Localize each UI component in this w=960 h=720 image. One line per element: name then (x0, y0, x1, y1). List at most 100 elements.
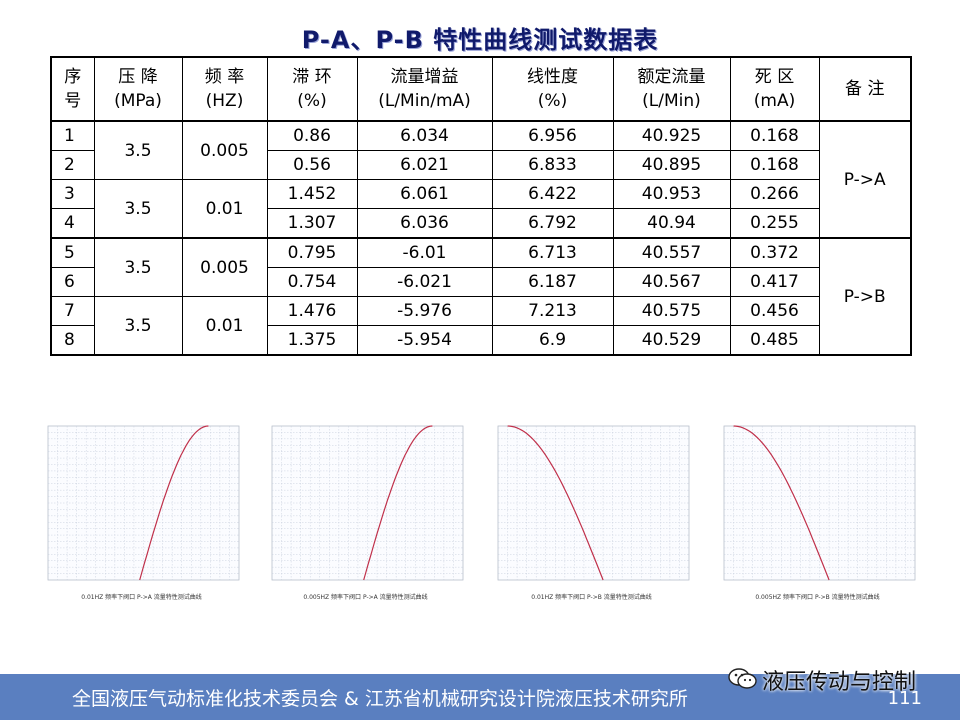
cell-pressure: 3.5 (93, 296, 183, 356)
cell-seq: 7 (50, 296, 95, 326)
chart-2-caption: 0.005HZ 频率下阀口 P->A 流量特性测试曲线 (303, 594, 428, 601)
cell-frequency: 0.01 (181, 179, 268, 239)
header-rated-flow: 额定流量 (L/Min) (612, 56, 731, 122)
table-row: 8 1.375 -5.954 6.9 40.529 0.485 (50, 325, 911, 356)
cell-linearity: 6.956 (491, 120, 614, 151)
wechat-icon (728, 668, 757, 689)
cell-seq: 4 (50, 208, 95, 239)
table-row: 1 3.5 0.005 0.86 6.034 6.956 40.925 0.16… (50, 120, 912, 239)
header-seq: 序号 (50, 56, 95, 122)
table-row: 6 0.754 -6.021 6.187 40.567 0.417 (50, 267, 911, 297)
cell-seq: 2 (50, 150, 95, 180)
curve-charts: 0.01HZ 频率下阀口 P->A 流量特性测试曲线 0.005HZ 频率下阀口… (0, 418, 960, 608)
cell-linearity: 6.422 (491, 179, 614, 209)
cell-dead-zone: 0.255 (729, 208, 820, 239)
curve-line (507, 425, 604, 581)
cell-frequency: 0.005 (181, 120, 268, 180)
chart-4: 0.005HZ 频率下阀口 P->B 流量特性测试曲线 (710, 418, 925, 608)
cell-dead-zone: 0.417 (729, 267, 820, 297)
cell-rated-flow: 40.94 (612, 208, 731, 239)
test-data-table: 序号 压 降 (MPa) 频 率 (HZ) 滞 环 (%) 流量增益 (L/Min/mA… (50, 56, 912, 356)
cell-rated-flow: 40.953 (612, 179, 731, 209)
cell-linearity: 6.713 (491, 237, 614, 268)
cell-seq: 6 (50, 267, 95, 297)
cell-linearity: 6.187 (491, 267, 614, 297)
cell-linearity: 6.833 (491, 150, 614, 180)
cell-dead-zone: 0.456 (729, 296, 820, 326)
footer-bar: 全国液压气动标准化技术委员会 & 江苏省机械研究设计院液压技术研究所 111 (0, 674, 960, 720)
header-dead-zone: 死 区 (mA) (729, 56, 820, 122)
header-remarks: 备 注 (818, 56, 912, 122)
cell-dead-zone: 0.168 (729, 120, 820, 151)
cell-seq: 3 (50, 179, 95, 209)
cell-dead-zone: 0.372 (729, 237, 820, 268)
cell-linearity: 6.792 (491, 208, 614, 239)
cell-pressure: 3.5 (93, 237, 183, 297)
page-number: 111 (887, 688, 922, 709)
cell-hysteresis: 1.375 (266, 325, 358, 356)
cell-hysteresis: 0.754 (266, 267, 358, 297)
cell-gain: -6.01 (356, 237, 493, 268)
chart-4-caption: 0.005HZ 频率下阀口 P->B 流量特性测试曲线 (755, 594, 880, 601)
cell-pressure: 3.5 (93, 179, 183, 239)
chart-3: 0.01HZ 频率下阀口 P->B 流量特性测试曲线 (484, 418, 699, 608)
cell-rated-flow: 40.557 (612, 237, 731, 268)
chart-4-plot (723, 425, 916, 581)
cell-gain: 6.036 (356, 208, 493, 239)
table-row: 3 3.5 0.01 1.452 6.061 6.422 40.953 0.26… (50, 179, 911, 239)
cell-gain: -5.976 (356, 296, 493, 326)
table-row: 4 1.307 6.036 6.792 40.94 0.255 (50, 208, 911, 239)
table-row: 5 3.5 0.005 0.795 -6.01 6.713 40.557 0.3… (50, 237, 912, 356)
cell-frequency: 0.005 (181, 237, 268, 297)
header-pressure: 压 降 (MPa) (93, 56, 183, 122)
cell-linearity: 7.213 (491, 296, 614, 326)
chart-1-plot (47, 425, 240, 581)
cell-gain: -6.021 (356, 267, 493, 297)
table-row: 2 0.56 6.021 6.833 40.895 0.168 (50, 150, 911, 180)
chart-2-plot (271, 425, 464, 581)
chart-3-plot (497, 425, 690, 581)
cell-rated-flow: 40.575 (612, 296, 731, 326)
cell-seq: 5 (50, 237, 95, 268)
footer-organization: 全国液压气动标准化技术委员会 & 江苏省机械研究设计院液压技术研究所 (72, 688, 688, 710)
cell-gain: -5.954 (356, 325, 493, 356)
header-linearity: 线性度 (%) (491, 56, 614, 122)
curve-line (733, 425, 830, 581)
chart-1-caption: 0.01HZ 频率下阀口 P->A 流量特性测试曲线 (81, 594, 202, 601)
cell-hysteresis: 0.56 (266, 150, 358, 180)
chart-1: 0.01HZ 频率下阀口 P->A 流量特性测试曲线 (34, 418, 249, 608)
cell-dead-zone: 0.168 (729, 150, 820, 180)
watermark-text: 液压传动与控制 (762, 670, 917, 695)
cell-hysteresis: 0.86 (266, 120, 358, 151)
cell-dead-zone: 0.266 (729, 179, 820, 209)
curve-line (363, 425, 433, 581)
header-flow-gain: 流量增益 (L/Min/mA) (356, 56, 493, 122)
cell-gain: 6.061 (356, 179, 493, 209)
cell-dead-zone: 0.485 (729, 325, 820, 356)
header-hysteresis: 滞 环 (%) (266, 56, 358, 122)
cell-hysteresis: 1.452 (266, 179, 358, 209)
cell-linearity: 6.9 (491, 325, 614, 356)
cell-gain: 6.034 (356, 120, 493, 151)
cell-gain: 6.021 (356, 150, 493, 180)
cell-rated-flow: 40.529 (612, 325, 731, 356)
cell-rated-flow: 40.925 (612, 120, 731, 151)
cell-pressure: 3.5 (93, 120, 183, 180)
chart-2: 0.005HZ 频率下阀口 P->A 流量特性测试曲线 (258, 418, 473, 608)
table-header-row: 序号 压 降 (MPa) 频 率 (HZ) 滞 环 (%) 流量增益 (L/Min/mA… (50, 56, 912, 122)
cell-rated-flow: 40.895 (612, 150, 731, 180)
page-title: P-A、P-B 特性曲线测试数据表 (301, 26, 659, 54)
cell-rated-flow: 40.567 (612, 267, 731, 297)
cell-remark: P->B (818, 237, 912, 356)
cell-seq: 1 (50, 120, 95, 151)
cell-hysteresis: 0.795 (266, 237, 358, 268)
cell-hysteresis: 1.476 (266, 296, 358, 326)
chart-3-caption: 0.01HZ 频率下阀口 P->B 流量特性测试曲线 (531, 594, 652, 601)
cell-hysteresis: 1.307 (266, 208, 358, 239)
cell-frequency: 0.01 (181, 296, 268, 356)
cell-remark: P->A (818, 120, 912, 239)
cell-seq: 8 (50, 325, 95, 356)
header-frequency: 频 率 (HZ) (181, 56, 268, 122)
table-row: 7 3.5 0.01 1.476 -5.976 7.213 40.575 0.4… (50, 296, 911, 356)
curve-line (139, 425, 209, 581)
